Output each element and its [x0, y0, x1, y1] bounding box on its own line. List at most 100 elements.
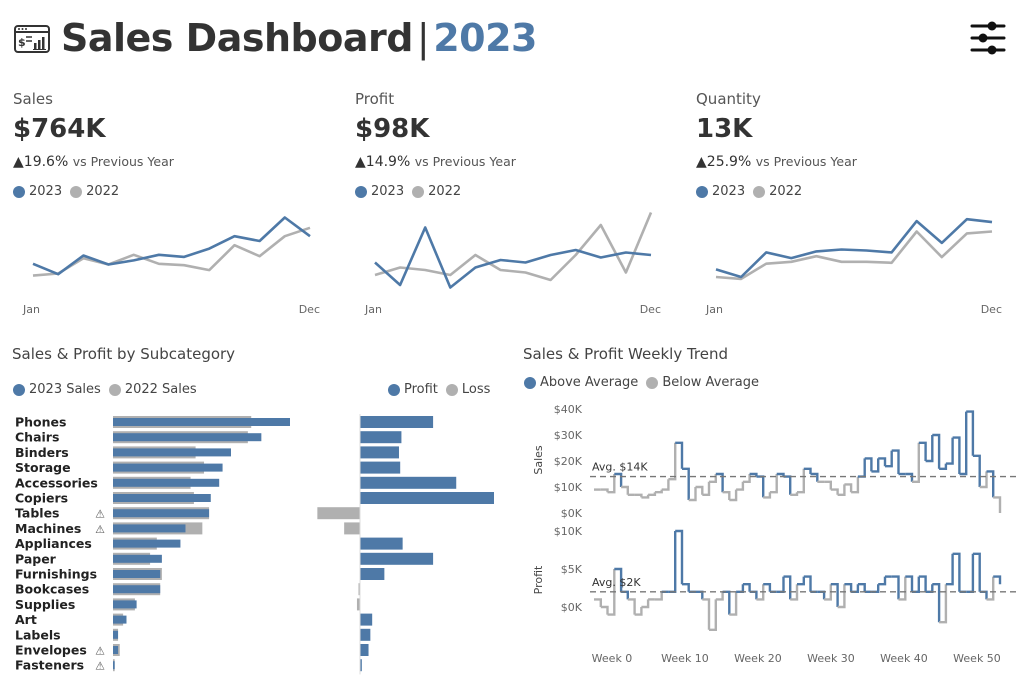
- axis-tick-label: Week 10: [661, 652, 709, 665]
- bar-2023-sales: [113, 630, 119, 639]
- legend-item-current[interactable]: 2023: [696, 184, 745, 199]
- sales-step: [661, 479, 670, 491]
- sales-step: [918, 441, 927, 461]
- kpi-change-pct: 14.9%: [365, 154, 411, 170]
- sales-step: [905, 472, 914, 482]
- bar-loss: [317, 507, 360, 520]
- kpi-change-text: vs Previous Year: [755, 154, 857, 169]
- sales-average-label: Avg. $14K: [592, 461, 648, 474]
- profit-step: [776, 576, 785, 593]
- subcategory-label: Binders: [15, 445, 69, 460]
- bar-profit: [360, 492, 494, 504]
- axis-tick-label: Week 50: [953, 652, 1001, 665]
- profit-step: [945, 553, 954, 586]
- sales-step: [972, 454, 981, 487]
- kpi-legend: 2023 2022: [13, 184, 127, 199]
- bar-2023-sales: [113, 600, 137, 609]
- bar-profit: [360, 613, 373, 626]
- sales-step: [864, 457, 873, 472]
- legend-item-previous[interactable]: 2022: [412, 184, 461, 199]
- legend-label: Above Average: [540, 375, 639, 390]
- legend-item-previous[interactable]: 2022: [753, 184, 802, 199]
- sales-step: [742, 474, 751, 483]
- legend-item-current[interactable]: 2023: [13, 184, 62, 199]
- sales-step: [986, 470, 995, 498]
- legend-label: 2022: [769, 184, 803, 199]
- legend-item-loss[interactable]: Loss: [445, 382, 490, 397]
- sliders-icon[interactable]: [970, 20, 1006, 56]
- sales-step: [959, 411, 968, 476]
- legend-item-profit[interactable]: Profit: [388, 382, 438, 397]
- legend-dot-loss: [445, 383, 458, 396]
- profit-step: [932, 583, 941, 623]
- subcategory-label: Machines: [15, 521, 81, 536]
- sales-step: [952, 436, 961, 474]
- dashboard-icon: $: [14, 25, 50, 53]
- profit-step: [641, 599, 650, 609]
- up-arrow-icon: ▲: [13, 154, 24, 170]
- axis-tick-label: $0K: [561, 601, 583, 614]
- legend-label: 2022: [428, 184, 462, 199]
- bar-2022-sales: [113, 659, 115, 672]
- subcategory-label: Art: [15, 612, 37, 627]
- legend-item-current[interactable]: 2023: [355, 184, 404, 199]
- sales-step: [871, 458, 880, 473]
- legend-dot-previous: [108, 383, 121, 396]
- bar-2022-sales: [113, 492, 194, 504]
- kpi-change-text: vs Previous Year: [72, 154, 174, 169]
- legend-item-2022-sales[interactable]: 2022 Sales: [108, 382, 197, 397]
- bar-2022-sales: [113, 431, 248, 444]
- bar-2023-sales: [113, 661, 115, 670]
- profit-step: [979, 590, 988, 600]
- subcategory-label: Labels: [15, 627, 61, 642]
- subcategory-label: Accessories: [15, 475, 98, 490]
- sales-step: [885, 450, 893, 468]
- sales-step: [769, 474, 778, 494]
- profit-step: [594, 598, 602, 607]
- bar-2023-sales: [113, 539, 181, 548]
- subcategory-title: Sales & Profit by Subcategory: [12, 345, 236, 363]
- bar-loss: [344, 522, 360, 535]
- bar-loss: [356, 598, 360, 611]
- bar-2022-sales: [113, 537, 157, 550]
- axis-label: Sales: [532, 445, 545, 475]
- title-text: Sales Dashboard: [61, 16, 413, 60]
- sales-step: [654, 489, 663, 494]
- kpi-change-pct: 25.9%: [706, 154, 752, 170]
- profit-step: [675, 529, 684, 585]
- sales-step: [709, 474, 717, 483]
- warning-icon: ⚠: [95, 523, 105, 536]
- profit-step: [621, 590, 629, 600]
- bar-2022-sales: [113, 568, 162, 580]
- kpi-card-profit: Profit $98K ▲14.9% vs Previous Year 2023…: [355, 90, 665, 320]
- legend-item-above-average[interactable]: Above Average: [524, 375, 638, 390]
- legend-dot-below: [646, 376, 659, 389]
- bar-2022-sales: [113, 416, 252, 428]
- bar-2023-sales: [113, 554, 162, 563]
- legend-label: 2023 Sales: [29, 382, 101, 397]
- legend-item-previous[interactable]: 2022: [70, 184, 119, 199]
- sales-step: [844, 483, 853, 493]
- profit-step: [797, 576, 805, 586]
- weekly-trend-chart: $0K $10K $20K $30K $40K Sales Avg. $14K $0K $5K $…: [532, 403, 1018, 665]
- subcategory-label: Bookcases: [15, 582, 89, 597]
- profit-step: [695, 590, 704, 600]
- legend-item-2023-sales[interactable]: 2023 Sales: [13, 382, 101, 397]
- sales-step: [702, 481, 711, 496]
- sales-step: [749, 472, 758, 477]
- axis-tick-label: Week 0: [592, 652, 633, 665]
- profit-step: [857, 583, 866, 592]
- profit-step: [715, 591, 724, 601]
- sales-step: [756, 475, 765, 498]
- page-title: Sales Dashboard | 2023: [61, 16, 537, 60]
- bar-2022-sales: [113, 644, 120, 656]
- legend-item-below-average[interactable]: Below Average: [646, 375, 759, 390]
- sales-step: [993, 496, 1002, 513]
- profit-step: [898, 576, 907, 601]
- legend-label: 2022 Sales: [124, 382, 197, 397]
- profit-step: [634, 607, 643, 616]
- profit-step: [756, 584, 765, 601]
- bar-profit: [360, 568, 385, 580]
- sales-step: [729, 489, 738, 502]
- bar-2023-sales: [113, 524, 186, 533]
